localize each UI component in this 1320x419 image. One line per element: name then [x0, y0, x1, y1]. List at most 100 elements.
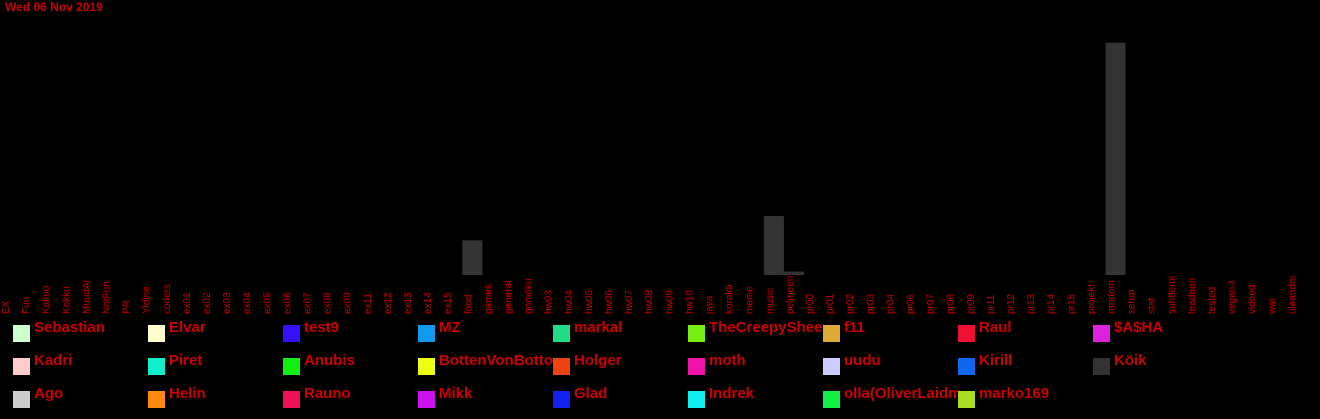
legend-swatch: [418, 325, 435, 342]
legend-swatch: [823, 325, 840, 342]
tick-label: NotFun: [102, 281, 113, 314]
legend-label: moth: [709, 352, 746, 369]
legend-item: Köik: [1093, 352, 1228, 375]
tick-label: games: [483, 284, 494, 314]
legend-swatch: [13, 358, 30, 375]
tick-label: pr13: [1026, 294, 1037, 314]
tick-label: coders: [162, 284, 173, 314]
legend-item: f11: [823, 319, 958, 342]
bar-pelmeen: [783, 271, 804, 275]
tick-label: hw04: [564, 290, 575, 314]
legend-label: Rauno: [304, 385, 351, 402]
tick-label: tested: [1207, 287, 1218, 314]
tick-label: hw07: [624, 290, 635, 314]
tick-label: projekt: [1086, 284, 1097, 314]
legend-swatch: [1093, 325, 1110, 342]
legend-item: BottenVonBottom: [418, 352, 554, 375]
tick-label: setup: [1127, 289, 1138, 314]
tick-label: ex12: [383, 292, 394, 314]
tick-label: pr11: [986, 294, 997, 314]
legend-swatch: [823, 391, 840, 408]
legend-swatch: [148, 325, 165, 342]
tick-label: ex13: [403, 292, 414, 314]
tick-label: vegan-t: [1227, 280, 1238, 314]
tick-label: videod: [1247, 285, 1258, 314]
legend-item: Kirill: [958, 352, 1093, 375]
legend-swatch: [958, 325, 975, 342]
legend-label: MZ: [439, 319, 461, 336]
tick-label: ex04: [242, 292, 253, 314]
legend-item: Rauno: [283, 385, 418, 408]
legend-swatch: [418, 391, 435, 408]
legend-swatch: [283, 358, 300, 375]
tick-label: teadaan: [1187, 278, 1198, 314]
legend-swatch: [418, 358, 435, 375]
legend-swatch: [283, 391, 300, 408]
legend-label: Sebastian: [34, 319, 105, 336]
legend-label: uudu: [844, 352, 881, 369]
tick-label: java: [705, 295, 716, 315]
legend-swatch: [553, 391, 570, 408]
legend-swatch: [688, 358, 705, 375]
legend-label: BottenVonBottom: [439, 352, 554, 369]
tick-label: koraldi: [725, 285, 736, 314]
legend-label: f11: [844, 319, 865, 336]
legend-label: marko169: [979, 385, 1050, 402]
legend-swatch: [688, 391, 705, 408]
legend-item: Piret: [148, 352, 283, 375]
legend-swatch: [958, 391, 975, 408]
tick-label: pr06: [906, 294, 917, 314]
legend-swatch: [958, 358, 975, 375]
tick-label: pr15: [1066, 294, 1077, 314]
tick-label: ex08: [323, 292, 334, 314]
tick-label: pr03: [865, 294, 876, 314]
legend-label: $A$HA: [1114, 319, 1164, 336]
legend-item: MZ: [418, 319, 553, 342]
tick-label: pr12: [1006, 294, 1017, 314]
tick-label: hw10: [684, 290, 695, 314]
legend-item: $A$HA: [1093, 319, 1228, 342]
legend-item: Sebastian: [13, 319, 148, 342]
legend-item: Elvar: [148, 319, 283, 342]
tick-label: pelmeen: [785, 276, 796, 314]
tick-label: hw08: [644, 290, 655, 314]
tick-label: ex06: [282, 292, 293, 314]
legend-label: Indrek: [709, 385, 755, 402]
tick-label: pr09: [966, 294, 977, 314]
legend-label: Köik: [1114, 352, 1147, 369]
legend-item: Helin: [148, 385, 283, 408]
legend-label: Piret: [169, 352, 203, 369]
tick-label: hw06: [604, 290, 615, 314]
tick-label: MuudAi: [81, 280, 92, 314]
tick-label: Kalmo: [41, 285, 52, 314]
tick-label: ex05: [262, 292, 273, 314]
tick-label: wat: [1267, 298, 1278, 315]
legend-item: Holger: [553, 352, 688, 375]
legend-item: test9: [283, 319, 418, 342]
tick-label: ex09: [343, 292, 354, 314]
legend-label: Kadri: [34, 352, 73, 369]
legend-swatch: [13, 325, 30, 342]
legend-swatch: [553, 325, 570, 342]
tick-label: ex01: [182, 292, 193, 314]
legend-item: Ago: [13, 385, 148, 408]
legend-item: Mikk: [418, 385, 553, 408]
tick-label: ex02: [202, 292, 213, 314]
bar-music: [763, 216, 784, 275]
legend-swatch: [283, 325, 300, 342]
legend-item: Indrek: [688, 385, 823, 408]
tick-label: general: [504, 281, 515, 314]
tick-label: Fun: [21, 297, 32, 314]
tick-label: ex14: [423, 292, 434, 314]
bar-food: [462, 240, 483, 275]
legend-item: marko169: [958, 385, 1093, 408]
tick-label: gomoku: [524, 278, 535, 314]
tick-label: EX: [1, 300, 12, 314]
tick-label: ex15: [443, 292, 454, 314]
tick-label: pr08: [946, 294, 957, 314]
legend-swatch: [823, 358, 840, 375]
legend-item: Anubis: [283, 352, 418, 375]
legend-label: Kirill: [979, 352, 1013, 369]
legend-swatch: [13, 391, 30, 408]
tick-label: hw05: [584, 290, 595, 314]
